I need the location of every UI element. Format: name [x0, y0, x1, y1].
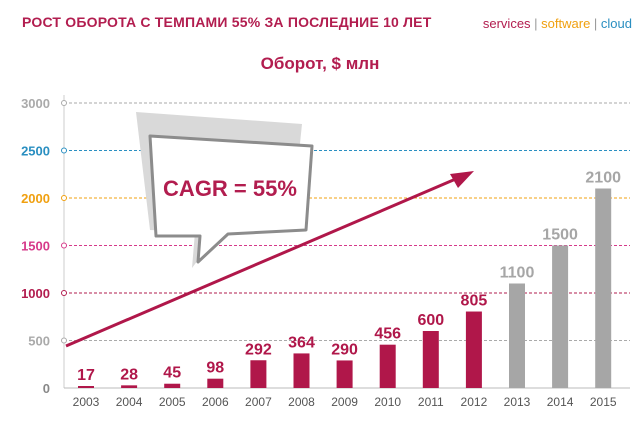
- gridline-marker: [61, 290, 67, 296]
- y-tick-label: 0: [43, 381, 50, 396]
- bar: [465, 311, 482, 388]
- gridline-marker: [61, 147, 67, 154]
- data-label: 456: [374, 326, 401, 343]
- x-tick-label: 2013: [504, 395, 531, 409]
- data-label: 364: [288, 334, 315, 351]
- data-label: 17: [77, 367, 95, 384]
- data-label: 600: [417, 312, 444, 329]
- y-tick-label: 500: [28, 334, 50, 349]
- callout-bubble: [148, 134, 314, 264]
- bar: [379, 344, 396, 388]
- bar: [336, 360, 353, 388]
- x-tick-label: 2005: [159, 395, 186, 409]
- x-tick-label: 2011: [418, 395, 444, 409]
- bar: [293, 353, 310, 388]
- data-label: 45: [163, 365, 181, 382]
- bar: [509, 283, 525, 388]
- bar: [164, 383, 181, 388]
- brand-separator: |: [530, 16, 542, 31]
- y-tick-label: 3000: [21, 96, 50, 111]
- data-label: 1500: [542, 227, 578, 244]
- grid-layer: 0 500 1000 1500 2000 2500 3000: [21, 95, 630, 396]
- label-layer: 17 2003 28 2004 45 2005 98 2006 292 2007 364 2008 29…: [73, 170, 621, 410]
- callout-text: CAGR = 55%: [163, 176, 297, 201]
- chart-title: Оборот, $ млн: [260, 54, 380, 73]
- x-tick-label: 2009: [331, 395, 358, 409]
- bar: [422, 331, 439, 388]
- brand-services: services: [482, 16, 531, 31]
- data-label: 1100: [500, 265, 535, 282]
- brand-software: software: [541, 16, 591, 31]
- gridline-marker: [61, 195, 67, 201]
- trend-arrow-head: [450, 171, 474, 188]
- data-label: 805: [461, 293, 488, 310]
- data-label: 290: [331, 341, 358, 358]
- data-label: 98: [206, 360, 224, 377]
- x-tick-label: 2012: [461, 395, 488, 409]
- y-tick-label: 2500: [21, 144, 50, 159]
- bar: [595, 188, 612, 388]
- x-tick-label: 2010: [374, 395, 401, 409]
- data-label: 2100: [585, 170, 621, 187]
- bar: [552, 245, 569, 388]
- y-tick-label: 1000: [21, 286, 50, 301]
- x-tick-label: 2003: [73, 395, 100, 409]
- data-label: 292: [245, 341, 272, 358]
- bar: [78, 386, 94, 388]
- cagr-callout: CAGR = 55%: [136, 112, 314, 268]
- gridline-marker: [61, 242, 67, 249]
- x-tick-label: 2014: [547, 395, 574, 409]
- bar: [250, 360, 267, 388]
- brand-logo: services | software | cloud: [483, 16, 632, 31]
- trend-arrow-line: [65, 176, 459, 348]
- bar-layer: [78, 188, 612, 388]
- gridline-marker: [61, 337, 67, 344]
- x-tick-label: 2006: [202, 395, 229, 409]
- x-tick-label: 2008: [288, 395, 315, 409]
- brand-cloud: cloud: [600, 16, 632, 31]
- bar: [121, 385, 138, 388]
- x-tick-label: 2015: [590, 395, 617, 409]
- data-label: 28: [120, 366, 138, 383]
- trend-arrow-layer: [65, 171, 474, 348]
- bar: [207, 378, 224, 388]
- x-tick-label: 2007: [245, 395, 272, 409]
- y-tick-label: 2000: [21, 191, 50, 206]
- gridline-marker: [61, 100, 67, 106]
- page-title: РОСТ ОБОРОТА С ТЕМПАМИ 55% ЗА ПОСЛЕДНИЕ …: [22, 14, 432, 30]
- brand-separator: |: [590, 16, 601, 31]
- x-tick-label: 2004: [116, 395, 143, 409]
- y-tick-label: 1500: [21, 239, 50, 254]
